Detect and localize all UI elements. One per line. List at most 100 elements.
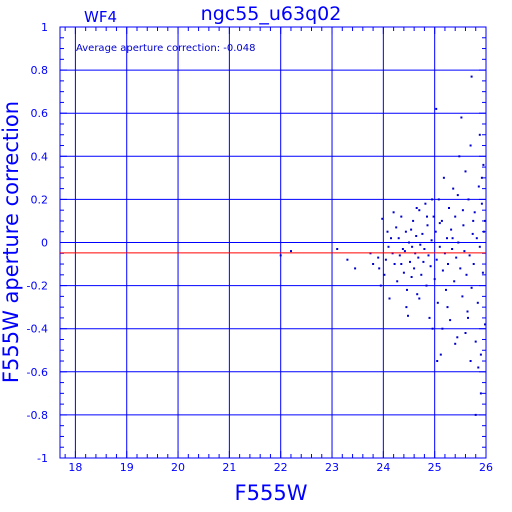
data-point xyxy=(419,243,422,246)
data-point xyxy=(462,224,465,227)
data-point xyxy=(441,327,444,330)
data-point xyxy=(474,413,477,416)
data-point xyxy=(478,245,481,248)
data-point xyxy=(441,269,444,272)
data-point xyxy=(459,267,462,270)
data-point xyxy=(455,256,458,259)
data-point xyxy=(452,187,455,190)
data-point xyxy=(440,219,443,222)
series-layer xyxy=(279,75,486,416)
y-tick-label: -0.2 xyxy=(27,280,48,293)
data-point xyxy=(397,237,400,240)
x-tick-label: 26 xyxy=(479,461,493,474)
data-point xyxy=(430,239,433,242)
data-point xyxy=(384,258,387,261)
data-point xyxy=(426,224,429,227)
data-point xyxy=(479,353,482,356)
data-point xyxy=(482,163,485,166)
data-point xyxy=(354,267,357,270)
y-tick-label: 1 xyxy=(41,21,48,34)
data-point xyxy=(395,226,398,229)
data-point xyxy=(466,310,469,313)
data-point xyxy=(437,198,440,201)
data-point xyxy=(453,280,456,283)
data-point xyxy=(417,256,420,259)
data-point xyxy=(279,254,282,257)
data-point xyxy=(468,254,471,257)
data-point xyxy=(428,316,431,319)
data-point xyxy=(447,263,449,265)
data-point xyxy=(422,260,425,263)
y-tick-label: 0.6 xyxy=(31,107,49,120)
data-point xyxy=(410,276,413,278)
data-point xyxy=(418,297,421,300)
data-point xyxy=(404,230,407,233)
plot-title: ngc55_u63q02 xyxy=(201,3,342,25)
data-point xyxy=(467,316,469,319)
data-point xyxy=(381,217,384,220)
data-point xyxy=(415,235,418,237)
y-axis-label: F555W aperture correction xyxy=(0,101,23,383)
data-point xyxy=(403,250,406,253)
data-point xyxy=(410,228,413,231)
data-point xyxy=(386,230,389,233)
data-point xyxy=(435,107,438,110)
data-point xyxy=(434,230,437,233)
data-point xyxy=(446,237,448,240)
data-point xyxy=(442,176,445,179)
data-point xyxy=(454,215,457,218)
data-point xyxy=(474,340,477,343)
x-tick-label: 18 xyxy=(68,461,82,474)
data-point xyxy=(469,360,472,362)
data-point xyxy=(432,215,435,218)
y-tick-label: 0 xyxy=(41,237,48,250)
data-point xyxy=(346,258,349,261)
data-point xyxy=(383,273,386,276)
y-tick-label: 0.8 xyxy=(31,64,49,77)
data-point xyxy=(407,314,409,317)
data-point xyxy=(379,284,382,287)
data-point xyxy=(448,207,450,209)
data-point xyxy=(451,248,454,250)
data-point xyxy=(464,332,467,334)
data-point xyxy=(476,301,479,304)
average-correction-annotation: Average aperture correction: -0.048 xyxy=(76,43,256,54)
data-point xyxy=(461,295,464,298)
data-point xyxy=(415,207,418,209)
data-point xyxy=(484,323,486,326)
data-point xyxy=(469,144,472,147)
data-point xyxy=(472,263,475,265)
data-point xyxy=(438,245,441,248)
x-tick-label: 22 xyxy=(274,461,288,474)
data-point xyxy=(436,301,439,304)
data-point xyxy=(458,155,461,158)
data-point xyxy=(413,267,416,270)
data-point xyxy=(431,327,434,330)
data-point xyxy=(454,342,457,345)
data-point xyxy=(398,254,401,257)
data-point xyxy=(411,245,414,248)
y-tick-label: -0.4 xyxy=(27,323,48,336)
data-point xyxy=(421,232,424,235)
data-point xyxy=(290,250,292,253)
data-point xyxy=(336,248,339,250)
data-point xyxy=(416,293,419,296)
data-point xyxy=(439,353,442,356)
data-point xyxy=(479,392,482,395)
data-point xyxy=(387,245,390,248)
data-point xyxy=(423,248,426,250)
data-point xyxy=(463,250,466,253)
data-point xyxy=(470,286,473,289)
data-point xyxy=(426,215,428,218)
data-point xyxy=(424,202,427,205)
x-axis-label: F555W xyxy=(235,481,308,505)
chip-label: WF4 xyxy=(84,8,117,26)
data-point xyxy=(438,222,441,225)
data-point xyxy=(420,273,423,276)
data-point xyxy=(478,133,481,136)
x-tick-label: 24 xyxy=(376,461,390,474)
data-point xyxy=(377,256,380,259)
data-point xyxy=(475,237,478,240)
grid-layer xyxy=(59,26,487,459)
data-point xyxy=(467,198,470,201)
